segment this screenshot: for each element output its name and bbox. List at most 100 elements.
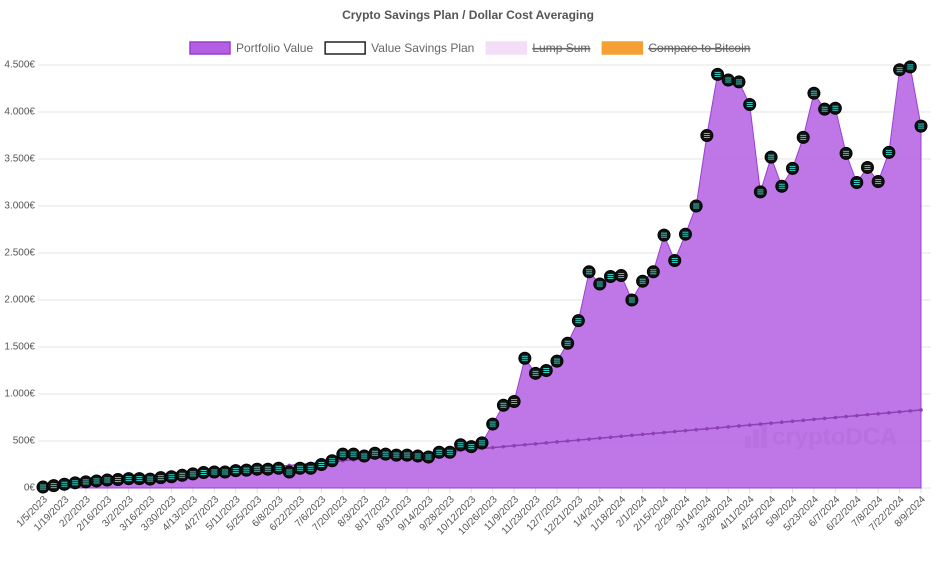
portfolio-marker — [68, 476, 82, 490]
portfolio-marker — [582, 265, 596, 279]
portfolio-marker — [539, 364, 553, 377]
portfolio-marker — [668, 254, 682, 268]
legend-item[interactable]: Portfolio Value — [189, 41, 313, 55]
portfolio-marker — [850, 176, 864, 189]
savings-dot — [769, 421, 773, 425]
y-tick-label: 4.500€ — [4, 60, 35, 71]
portfolio-marker — [111, 473, 125, 487]
portfolio-marker — [893, 63, 907, 77]
savings-dot — [801, 418, 806, 423]
savings-dot — [587, 437, 591, 441]
savings-dot — [822, 416, 827, 421]
portfolio-marker — [304, 461, 318, 475]
portfolio-marker — [197, 465, 211, 479]
portfolio-marker — [518, 351, 532, 365]
legend-label: Compare to Bitcoin — [648, 41, 750, 55]
savings-dot — [919, 408, 923, 412]
portfolio-marker — [293, 461, 307, 475]
portfolio-marker — [753, 185, 767, 199]
y-tick-label: 0€ — [24, 483, 36, 494]
portfolio-marker — [593, 277, 607, 291]
savings-dot — [523, 442, 527, 447]
portfolio-marker — [689, 199, 703, 213]
savings-dot — [876, 411, 880, 416]
savings-dot — [897, 410, 902, 414]
savings-dot — [758, 422, 763, 426]
savings-dot — [555, 440, 559, 444]
savings-dot — [854, 413, 859, 418]
portfolio-marker — [36, 480, 50, 494]
portfolio-marker — [882, 145, 896, 159]
portfolio-marker — [207, 465, 221, 479]
portfolio-marker — [443, 445, 457, 459]
legend-swatch — [485, 41, 528, 55]
portfolio-marker — [347, 447, 361, 461]
area — [42, 66, 922, 489]
y-tick-label: 1.500€ — [4, 342, 35, 353]
portfolio-marker — [454, 438, 468, 452]
portfolio-marker — [700, 129, 714, 142]
savings-dot — [705, 426, 709, 431]
portfolio-marker — [871, 175, 885, 189]
portfolio-marker — [732, 75, 746, 89]
savings-dot — [630, 433, 634, 438]
portfolio-marker — [828, 101, 842, 115]
portfolio-marker — [550, 354, 564, 368]
portfolio-marker — [711, 67, 725, 81]
chart-title: Crypto Savings Plan / Dollar Cost Averag… — [342, 8, 594, 22]
y-tick-label: 4.000€ — [4, 107, 35, 118]
savings-dot — [887, 411, 891, 415]
y-tick-label: 3.500€ — [4, 154, 35, 165]
portfolio-marker — [186, 467, 200, 481]
portfolio-marker — [218, 465, 232, 479]
portfolio-marker — [250, 462, 264, 476]
savings-dot — [865, 412, 870, 417]
savings-dot — [662, 430, 666, 435]
portfolio-marker — [400, 448, 414, 462]
portfolio-marker — [818, 102, 832, 116]
portfolio-marker — [464, 440, 478, 454]
portfolio-marker — [379, 447, 393, 461]
portfolio-marker — [486, 417, 500, 431]
portfolio-marker — [529, 366, 543, 380]
legend-item[interactable]: Value Savings Plan — [324, 41, 474, 55]
portfolio-marker — [786, 161, 800, 175]
portfolio-marker — [229, 464, 243, 478]
y-tick-label: 2.500€ — [4, 248, 35, 259]
savings-dot — [501, 444, 506, 449]
legend-swatch — [601, 41, 644, 55]
portfolio-marker — [132, 472, 146, 486]
portfolio-marker — [646, 265, 660, 279]
portfolio-marker — [603, 270, 617, 283]
portfolio-marker — [496, 398, 510, 412]
portfolio-marker — [357, 449, 371, 463]
portfolio-marker — [175, 468, 189, 482]
savings-dot — [683, 428, 688, 433]
portfolio-marker — [743, 97, 757, 111]
portfolio-marker — [79, 475, 93, 489]
legend-swatch — [189, 41, 231, 55]
legend-item[interactable]: Compare to Bitcoin — [601, 41, 751, 55]
y-tick-label: 3.000€ — [4, 201, 35, 212]
portfolio-marker — [336, 447, 350, 461]
savings-dot — [715, 426, 720, 430]
portfolio-marker — [154, 471, 168, 485]
savings-dot — [908, 409, 913, 413]
savings-dot — [544, 441, 549, 445]
y-tick-label: 2.000€ — [4, 295, 35, 306]
savings-dot — [844, 414, 848, 419]
portfolio-marker — [775, 179, 789, 193]
savings-dot — [608, 435, 613, 440]
savings-dot — [737, 424, 741, 428]
portfolio-marker — [411, 449, 425, 463]
legend-label: Value Savings Plan — [371, 41, 474, 55]
portfolio-marker — [507, 395, 521, 409]
portfolio-marker — [421, 450, 435, 464]
legend-item[interactable]: Lump Sum — [485, 41, 591, 55]
portfolio-marker — [475, 436, 489, 450]
portfolio-marker — [314, 458, 328, 471]
portfolio-marker — [614, 269, 628, 283]
y-tick-label: 1.000€ — [4, 389, 35, 400]
portfolio-marker — [90, 474, 104, 488]
